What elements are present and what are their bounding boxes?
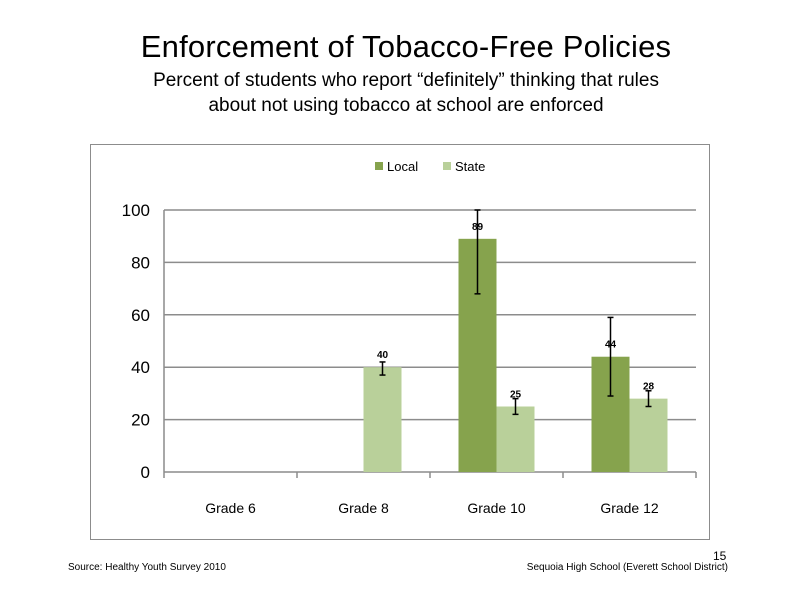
data-label: 40	[377, 350, 389, 361]
legend: Local State	[375, 159, 485, 174]
data-label: 25	[510, 390, 522, 401]
y-tick-label: 100	[122, 201, 150, 220]
y-tick-label: 80	[131, 253, 150, 272]
source-note: Source: Healthy Youth Survey 2010	[68, 562, 226, 573]
legend-label-local: Local	[387, 159, 418, 174]
slide-subtitle: Percent of students who report “definite…	[0, 68, 800, 118]
y-axis-ticks: 0 20 40 60 80 100	[122, 201, 150, 482]
x-tick-label: Grade 8	[338, 500, 389, 516]
x-axis-ticks: Grade 6 Grade 8 Grade 10 Grade 12	[205, 500, 659, 516]
subtitle-line-2: about not using tobacco at school are en…	[208, 95, 604, 116]
x-tick-label: Grade 12	[600, 500, 659, 516]
y-tick-label: 0	[141, 463, 150, 482]
legend-swatch-state	[443, 162, 451, 170]
legend-label-state: State	[455, 159, 485, 174]
bar-state-1	[363, 367, 402, 472]
y-tick-label: 20	[131, 411, 150, 430]
y-tick-label: 40	[131, 358, 150, 377]
data-label: 89	[472, 222, 484, 233]
school-name: Sequoia High School (Everett School Dist…	[526, 562, 728, 573]
x-tick-label: Grade 6	[205, 500, 256, 516]
x-tick-label: Grade 10	[467, 500, 526, 516]
slide-title: Enforcement of Tobacco-Free Policies	[140, 29, 672, 64]
chart-frame	[90, 144, 710, 540]
bar-state-3	[629, 398, 668, 472]
error-bars	[379, 209, 652, 416]
y-tick-label: 60	[131, 306, 150, 325]
data-label: 44	[605, 340, 617, 351]
data-labels: 89 44 40 25 28	[377, 222, 655, 401]
page-number: 15	[713, 549, 727, 563]
bars	[363, 238, 668, 472]
bar-state-2	[496, 406, 535, 472]
legend-swatch-local	[375, 162, 383, 170]
subtitle-line-1: Percent of students who report “definite…	[153, 70, 659, 91]
data-label: 28	[643, 382, 655, 393]
